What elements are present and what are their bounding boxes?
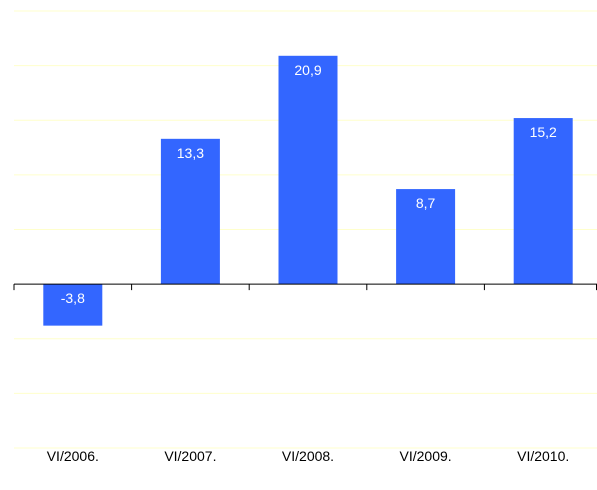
x-tick-label: VI/2009. — [400, 448, 452, 464]
data-label: -3,8 — [61, 290, 85, 306]
data-label: 20,9 — [294, 62, 321, 78]
bars — [43, 55, 573, 326]
data-labels: -3,8 13,3 20,9 8,7 15,2 — [61, 62, 557, 306]
bar-VI/2008. — [278, 55, 338, 285]
bar-VI/2007. — [160, 138, 220, 285]
x-tick-labels: VI/2006. VI/2007. VI/2008. VI/2009. VI/2010. — [47, 448, 570, 464]
bar-VI/2010. — [513, 118, 573, 285]
data-label: 13,3 — [177, 145, 204, 161]
x-tick-label: VI/2007. — [164, 448, 216, 464]
x-tick-label: VI/2008. — [282, 448, 334, 464]
data-label: 15,2 — [530, 124, 557, 140]
data-label: 8,7 — [416, 195, 436, 211]
bar-VI/2006. — [43, 284, 103, 326]
x-tick-label: VI/2006. — [47, 448, 99, 464]
x-tick-label: VI/2010. — [517, 448, 569, 464]
bar-VI/2009. — [396, 189, 456, 285]
